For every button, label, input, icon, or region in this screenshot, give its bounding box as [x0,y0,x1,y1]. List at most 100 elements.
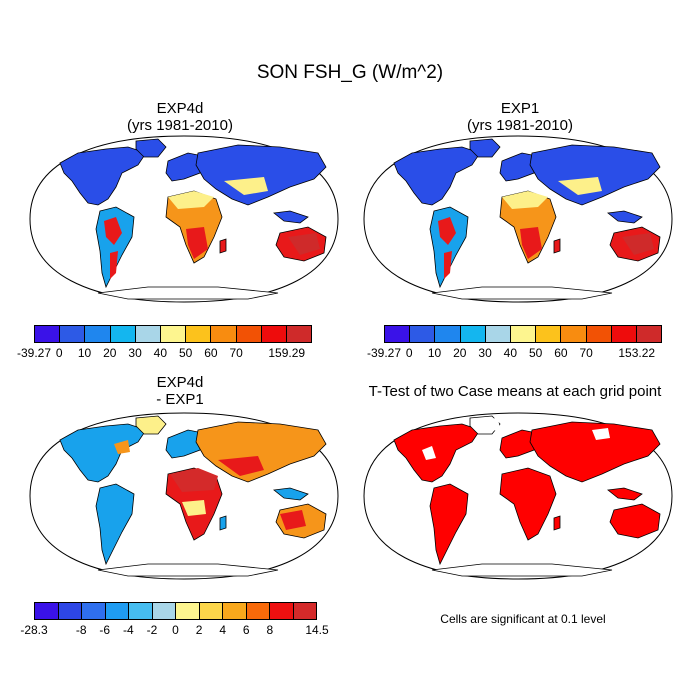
colorbar-swatch [35,603,59,619]
colorbar-labels-difference: -28.3 -8 -6 -4 -2 0 2 4 6 8 14.5 [20,623,328,639]
colorbar-tick-label: 2 [195,623,203,637]
field-region [186,227,208,259]
field-region [472,418,500,432]
continent-indonesia [273,210,309,224]
field-region [224,177,268,195]
colorbar-swatch [35,326,61,342]
colorbar-swatch [105,603,129,619]
field-region [422,446,436,460]
field-region [218,456,264,476]
field-region [438,217,456,245]
colorbar-tick-label: 60 [204,346,218,360]
continent-asia [529,144,661,206]
panel-title-difference: EXP4d - EXP1 [40,374,320,408]
colorbar-swatch [152,603,176,619]
colorbar-swatch [270,603,294,619]
significance-note: Cells are significant at 0.1 level [440,612,606,626]
colorbar-swatch [536,326,562,342]
continent-indonesia [273,487,309,501]
colorbar-tick-label: -28.3 [20,623,48,637]
colorbar-tick-label: 30 [478,346,492,360]
colorbar-tick-label: -6 [99,623,111,637]
colorbar-swatch [246,603,270,619]
panel-title-exp1: EXP1 (yrs 1981-2010) [380,100,660,134]
colorbar-swatch [286,326,312,342]
colorbar-tick-label: 0 [172,623,179,637]
colorbar-tick-label: -39.27 [16,346,52,360]
colorbar-labels-exp1: -39.27 0 10 20 30 40 50 60 70 153.22 [367,346,662,362]
colorbar-tick-label: 0 [405,346,413,360]
colorbar-tick-label: -39.27 [366,346,402,360]
field-region [280,510,306,530]
colorbar-swatch [236,326,262,342]
continent-greenland [135,138,167,158]
continent-asia [529,421,661,483]
colorbar-swatch [129,603,153,619]
colorbar-difference [34,602,317,620]
field-region [104,217,122,245]
map-difference [29,412,339,580]
colorbar-exp4d [34,325,312,343]
panel-title-line1: T-Test of two Case means at each grid po… [368,383,662,400]
colorbar-swatch [385,326,411,342]
colorbar-tick-label: 20 [103,346,117,360]
colorbar-swatch [176,603,200,619]
field-region [558,177,602,195]
colorbar-tick-label: 6 [242,623,250,637]
colorbar-swatch [186,326,212,342]
colorbar-tick-label: -2 [146,623,158,637]
continent-madagascar [219,238,227,254]
colorbar-tick-label: 10 [427,346,442,360]
colorbar-swatch [561,326,587,342]
colorbar-swatch [293,603,316,619]
colorbar-swatch [85,326,111,342]
colorbar-tick-label: 159.29 [268,346,306,360]
continent-madagascar [219,515,227,531]
continent-antarctica [431,286,613,300]
colorbar-swatch [110,326,136,342]
field-region [170,468,218,492]
continent-antarctica [97,286,279,300]
colorbar-tick-label: 50 [178,346,193,360]
continent-australia [609,503,661,539]
colorbar-swatch [611,326,637,342]
colorbar-tick-label: 20 [453,346,467,360]
continent-antarctica [97,563,279,577]
field-region [288,233,320,255]
colorbar-tick-label: 70 [229,346,243,360]
panel-title-line1: EXP1 [500,100,540,117]
continent-antarctica [431,563,613,577]
continent-namerica [59,423,147,483]
map-ttest [363,412,673,580]
field-region [502,191,548,209]
colorbar-tick-label: 30 [128,346,142,360]
colorbar-swatch [160,326,187,342]
colorbar-tick-label: 60 [554,346,568,360]
colorbar-tick-label: 8 [266,623,274,637]
panel-title-line2: - EXP1 [156,391,204,408]
colorbar-tick-label: 4 [219,623,226,637]
continent-greenland [469,138,501,158]
map-exp4d [29,135,339,303]
colorbar-tick-label: 153.22 [618,346,656,360]
panel-title-line2: (yrs 1981-2010) [127,117,233,134]
field-region [182,500,206,516]
colorbar-tick-label: 70 [579,346,593,360]
continent-madagascar [553,238,561,254]
colorbar-tick-label: -4 [122,623,134,637]
continent-asia [195,144,327,206]
colorbar-swatch [636,326,662,342]
continent-madagascar [553,515,561,531]
field-region [622,233,654,255]
colorbar-tick-label: 50 [528,346,543,360]
colorbar-exp1 [384,325,662,343]
continent-namerica [393,146,481,206]
field-region [110,251,118,279]
colorbar-swatch [485,326,511,342]
colorbar-swatch [410,326,436,342]
figure-title: SON FSH_G (W/m^2) [256,62,444,83]
colorbar-swatch [211,326,237,342]
colorbar-swatch [223,603,247,619]
colorbar-swatch [58,603,82,619]
field-region [592,428,610,440]
